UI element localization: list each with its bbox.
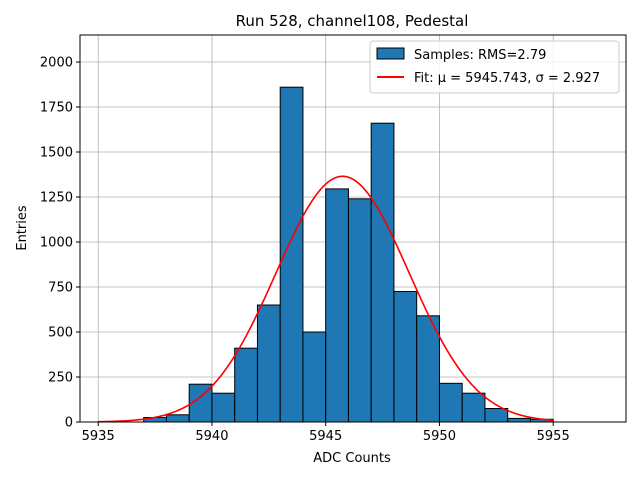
legend-label-fit: Fit: μ = 5945.743, σ = 2.927 xyxy=(414,71,600,86)
y-tick-label: 1250 xyxy=(40,191,73,206)
histogram-bar xyxy=(302,331,327,423)
histogram-bar xyxy=(234,347,258,423)
x-tick-label: 5950 xyxy=(423,429,456,444)
fit-curve-layer xyxy=(98,175,554,423)
histogram-bar xyxy=(438,382,463,423)
legend-swatch-samples xyxy=(376,47,405,60)
x-tick-label: 5935 xyxy=(82,429,115,444)
legend-box xyxy=(369,40,620,94)
y-tick-label: 750 xyxy=(48,281,73,296)
histogram-bars xyxy=(143,86,554,423)
legend: Samples: RMS=2.79 Fit: μ = 5945.743, σ =… xyxy=(369,40,620,94)
histogram-bar xyxy=(393,291,418,423)
legend-label-samples: Samples: RMS=2.79 xyxy=(414,48,546,63)
plot-area-frame xyxy=(79,34,627,423)
x-axis-label: ADC Counts xyxy=(313,451,391,466)
y-tick-label: 2000 xyxy=(40,56,73,71)
histogram-bar xyxy=(347,198,372,423)
histogram-bar xyxy=(507,417,531,423)
histogram-bar xyxy=(256,304,281,423)
y-tick-label: 1750 xyxy=(40,101,73,116)
y-tick-label: 500 xyxy=(48,326,73,341)
y-tick-label: 0 xyxy=(65,416,73,431)
histogram-bar xyxy=(370,122,395,423)
x-tick-label: 5945 xyxy=(309,429,342,444)
histogram-bar xyxy=(325,188,349,423)
x-tick-label: 5955 xyxy=(537,429,570,444)
histogram-bar xyxy=(165,414,190,423)
histogram-bar xyxy=(211,392,236,423)
chart-title: Run 528, channel108, Pedestal xyxy=(236,12,469,30)
x-tick-label: 5940 xyxy=(195,429,228,444)
gaussian-fit-curve xyxy=(98,175,554,423)
histogram-bar xyxy=(461,392,486,423)
histogram-bar xyxy=(484,408,509,423)
y-tick-label: 1000 xyxy=(40,236,73,251)
y-tick-label: 1500 xyxy=(40,146,73,161)
y-axis-label: Entries xyxy=(15,205,30,251)
x-axis-ticks: 5935 5940 5945 5950 5955 xyxy=(82,422,570,444)
y-axis-ticks: 0 250 500 750 1000 1250 1500 1750 2000 xyxy=(40,56,80,431)
y-tick-label: 250 xyxy=(48,371,73,386)
